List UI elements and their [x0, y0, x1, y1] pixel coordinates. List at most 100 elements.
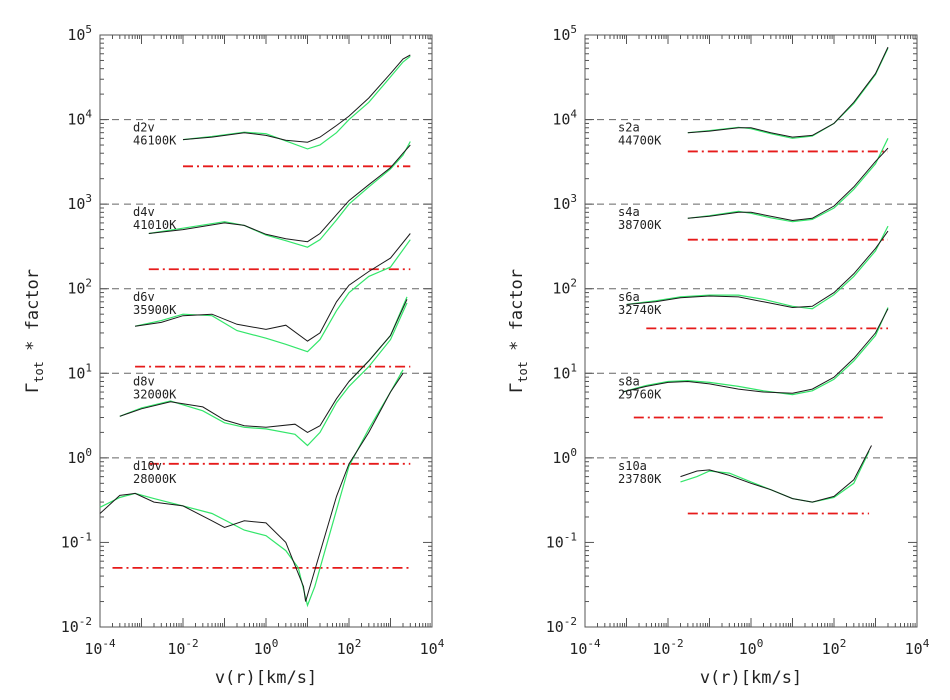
- tick-exponent: -1: [79, 530, 92, 543]
- y-label-sub: tot: [32, 361, 46, 383]
- model-temp-label: 35900K: [133, 303, 177, 317]
- panel-2: 10-4 10-2 100 102 10410-210-1100101102103104…: [507, 23, 930, 688]
- tick-exponent: 2: [85, 277, 92, 290]
- tick-base: 10: [652, 640, 670, 658]
- black-series-line: [119, 299, 408, 433]
- x-tick-label: 10-4: [569, 637, 601, 658]
- x-axis-label: v(r)[km/s]: [700, 668, 802, 688]
- y-tick-label: 100: [67, 446, 92, 467]
- x-tick-label: 100: [739, 637, 764, 658]
- black-series-line: [687, 147, 889, 222]
- green-series-line: [687, 138, 889, 223]
- tick-base: 10: [67, 111, 85, 129]
- y-tick-label: 103: [552, 192, 577, 213]
- green-series-line: [680, 450, 870, 503]
- x-tick-label: 10-4: [84, 637, 116, 658]
- model-temp-label: 32740K: [618, 303, 662, 317]
- x-tick-label: 104: [420, 637, 445, 658]
- model-name-label: s6a: [618, 290, 640, 304]
- y-tick-label: 100: [552, 446, 577, 467]
- model-name-label: d6v: [133, 290, 155, 304]
- model-temp-label: 41010K: [133, 218, 177, 232]
- tick-exponent: -1: [564, 530, 577, 543]
- y-tick-label: 103: [67, 192, 92, 213]
- y-tick-label: 101: [552, 361, 577, 382]
- model-temp-label: 32000K: [133, 387, 177, 401]
- tick-exponent: 0: [570, 446, 577, 459]
- tick-base: 10: [167, 640, 185, 658]
- model-name-label: s4a: [618, 205, 640, 219]
- tick-exponent: 0: [272, 637, 279, 650]
- y-tick-label: 104: [552, 108, 577, 129]
- x-tick-label: 100: [254, 637, 279, 658]
- y-axis-label: Γtot * factor: [23, 269, 46, 393]
- y-tick-label: 105: [552, 23, 577, 44]
- tick-exponent: 2: [840, 637, 847, 650]
- tick-base: 10: [905, 640, 923, 658]
- tick-exponent: -2: [79, 615, 92, 628]
- model-name-label: d4v: [133, 205, 155, 219]
- y-label-main: Γ: [507, 383, 527, 393]
- tick-base: 10: [67, 280, 85, 298]
- tick-exponent: 3: [570, 192, 577, 205]
- tick-exponent: 2: [570, 277, 577, 290]
- tick-exponent: 3: [85, 192, 92, 205]
- tick-exponent: 4: [438, 637, 445, 650]
- tick-base: 10: [552, 111, 570, 129]
- green-series-line: [622, 307, 889, 396]
- tick-base: 10: [739, 640, 757, 658]
- tick-base: 10: [552, 280, 570, 298]
- y-label-rest: * factor: [23, 269, 43, 361]
- tick-exponent: 5: [85, 23, 92, 36]
- green-series-line: [134, 239, 411, 353]
- tick-exponent: 0: [757, 637, 764, 650]
- tick-exponent: 4: [85, 108, 92, 121]
- black-series-line: [148, 144, 411, 243]
- tick-base: 10: [552, 26, 570, 44]
- black-series-line: [135, 233, 411, 342]
- panel-1: 10-4 10-2 100 102 10410-210-1100101102103104…: [23, 23, 445, 688]
- x-tick-label: 104: [905, 637, 930, 658]
- model-name-label: s10a: [618, 459, 647, 473]
- tick-base: 10: [67, 195, 85, 213]
- tick-base: 10: [546, 618, 564, 636]
- model-temp-label: 28000K: [133, 472, 177, 486]
- green-series-line: [626, 225, 889, 310]
- x-tick-label: 102: [822, 637, 847, 658]
- model-temp-label: 29760K: [618, 387, 662, 401]
- y-label-rest: * factor: [507, 269, 527, 361]
- tick-exponent: 0: [85, 446, 92, 459]
- black-series-line: [680, 445, 872, 503]
- model-temp-label: 23780K: [618, 472, 662, 486]
- tick-base: 10: [420, 640, 438, 658]
- y-tick-label: 10-2: [61, 615, 92, 636]
- tick-base: 10: [61, 618, 79, 636]
- green-series-line: [119, 302, 408, 447]
- tick-exponent: 1: [570, 361, 577, 374]
- tick-base: 10: [67, 449, 85, 467]
- y-tick-label: 10-1: [61, 530, 92, 551]
- green-series-line: [148, 141, 411, 248]
- model-name-label: d2v: [133, 121, 155, 135]
- tick-base: 10: [67, 26, 85, 44]
- y-tick-label: 102: [67, 277, 92, 298]
- tick-exponent: -2: [185, 637, 198, 650]
- tick-exponent: 4: [570, 108, 577, 121]
- tick-exponent: 5: [570, 23, 577, 36]
- y-axis-label: Γtot * factor: [507, 269, 530, 393]
- tick-exponent: 2: [355, 637, 362, 650]
- tick-base: 10: [337, 640, 355, 658]
- y-tick-label: 105: [67, 23, 92, 44]
- model-temp-label: 38700K: [618, 218, 662, 232]
- tick-exponent: 4: [923, 637, 930, 650]
- tick-base: 10: [552, 195, 570, 213]
